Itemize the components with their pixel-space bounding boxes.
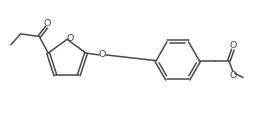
Text: O: O [67, 34, 74, 43]
Text: O: O [229, 41, 237, 50]
Text: O: O [43, 19, 50, 28]
Text: O: O [99, 50, 106, 59]
Text: O: O [229, 71, 237, 80]
